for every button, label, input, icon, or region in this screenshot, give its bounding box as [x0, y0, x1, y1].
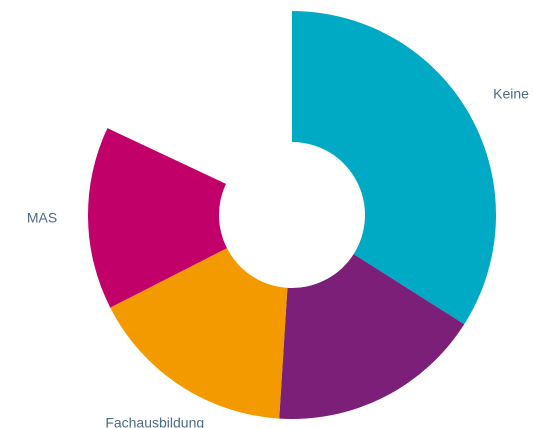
- slice-label: Fachausbildung: [105, 415, 204, 428]
- slice-label: MAS: [27, 210, 57, 226]
- pie-slice: [279, 254, 465, 419]
- slice-label: Keine: [493, 85, 529, 101]
- pie-slice: [292, 11, 496, 325]
- pie-slice: [88, 128, 227, 308]
- pie-slice: [110, 248, 288, 419]
